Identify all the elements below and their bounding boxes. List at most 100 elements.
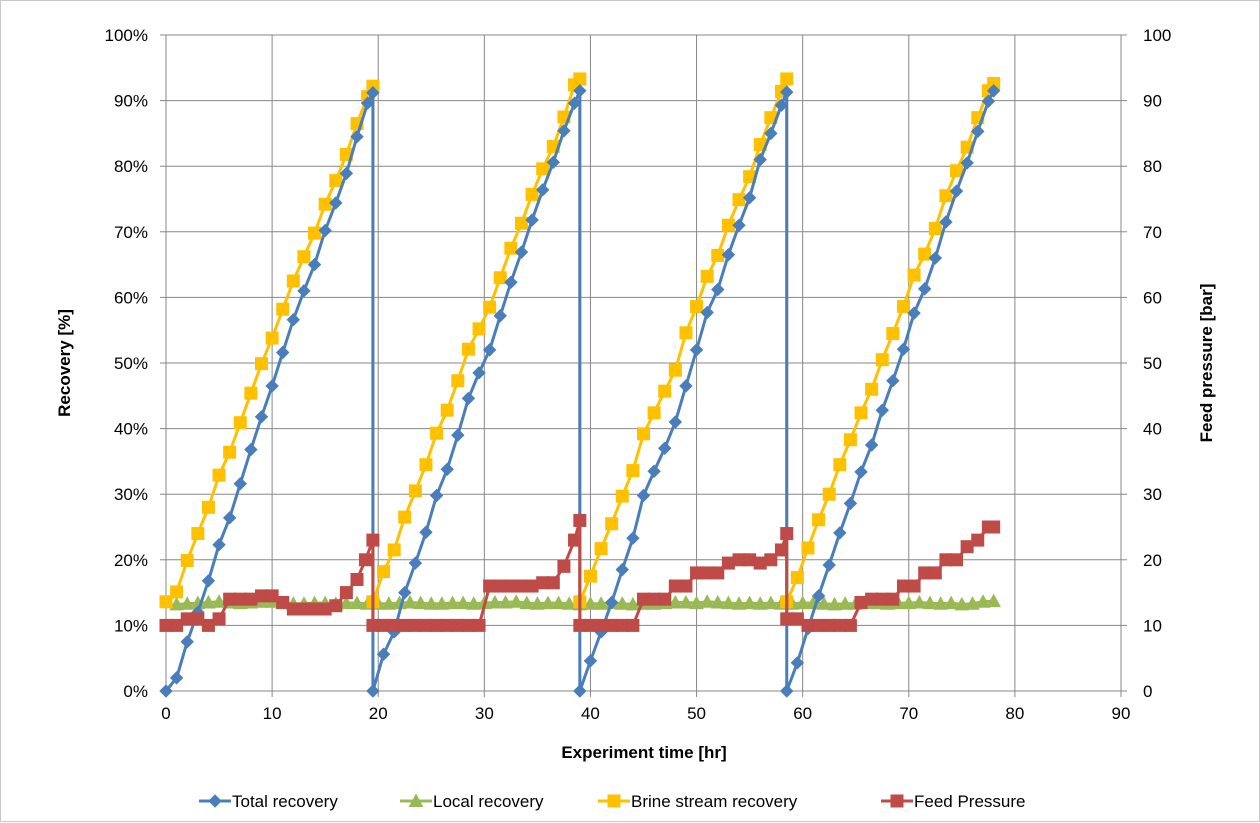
brine-stream-recovery-point xyxy=(801,541,815,555)
feed-pressure-point xyxy=(329,599,343,613)
brine-stream-recovery-point xyxy=(822,487,836,501)
legend-item-total-recovery: Total recovery xyxy=(199,792,338,811)
local-recovery-point xyxy=(561,596,577,610)
total-recovery-point xyxy=(546,155,561,169)
brine-stream-recovery-point xyxy=(907,268,921,282)
brine-stream-recovery-point xyxy=(690,300,704,314)
total-recovery-point xyxy=(265,379,279,393)
total-recovery-point xyxy=(376,647,391,661)
local-recovery-point xyxy=(763,595,779,610)
y2-tick-label: 60 xyxy=(1143,288,1162,307)
brine-stream-recovery-point xyxy=(780,72,794,86)
total-recovery-point xyxy=(159,684,173,698)
local-recovery-point xyxy=(381,596,397,610)
brine-stream-recovery-point xyxy=(223,445,237,459)
total-recovery-point xyxy=(514,245,529,259)
brine-stream-recovery-point xyxy=(170,585,184,599)
feed-pressure-point xyxy=(212,612,226,626)
local-recovery-point xyxy=(986,593,1002,608)
local-recovery-point xyxy=(752,596,768,610)
local-recovery-point xyxy=(445,595,460,610)
feed-pressure-point xyxy=(366,533,380,547)
y2-tick-label: 50 xyxy=(1143,354,1162,373)
total-recovery-point xyxy=(297,284,311,298)
local-recovery-point xyxy=(614,596,630,610)
total-recovery-point xyxy=(440,462,454,476)
total-recovery-point xyxy=(986,84,1001,98)
brine-stream-recovery-point xyxy=(886,326,900,340)
brine-stream-recovery-point xyxy=(679,326,693,340)
brine-stream-recovery-point xyxy=(790,571,804,585)
total-recovery-point xyxy=(222,511,237,525)
brine-stream-recovery-point xyxy=(419,458,433,472)
y-tick-label: 50% xyxy=(114,354,148,373)
local-recovery-point xyxy=(434,596,450,610)
legend-label: Brine stream recovery xyxy=(631,792,798,811)
y2-tick-label: 80 xyxy=(1143,157,1162,176)
total-recovery-point xyxy=(854,465,868,479)
total-recovery-point xyxy=(939,215,953,229)
legend-label: Feed Pressure xyxy=(914,792,1026,811)
y2-axis-title: Feed pressure [bar] xyxy=(1197,284,1216,443)
total-recovery-point xyxy=(711,282,725,297)
total-recovery-point xyxy=(833,526,847,540)
feed-pressure-point xyxy=(201,618,215,632)
y-tick-labels: 0% 10% 20% 30% 40% 50% 60% 70% 80% 90% 100% xyxy=(105,26,148,701)
total-recovery-point xyxy=(700,305,714,320)
local-recovery-point xyxy=(901,595,917,610)
local-recovery-point xyxy=(943,595,959,610)
total-recovery-point xyxy=(583,654,598,668)
total-recovery-point xyxy=(604,595,619,610)
feed-pressure-point xyxy=(764,553,778,567)
total-recovery-point xyxy=(917,282,932,296)
feed-pressure-point xyxy=(546,576,560,590)
brine-stream-recovery-point xyxy=(896,300,910,314)
brine-stream-recovery-point xyxy=(451,374,465,388)
brine-stream-recovery-point xyxy=(483,300,497,314)
brine-stream-recovery-point xyxy=(928,222,942,236)
brine-stream-recovery-point xyxy=(180,553,194,567)
total-recovery-point xyxy=(949,184,964,198)
local-recovery-point xyxy=(179,596,195,610)
local-recovery-point xyxy=(742,595,757,610)
x-tick-label: 0 xyxy=(161,704,170,723)
series-total-recovery xyxy=(159,84,1001,698)
total-recovery-point xyxy=(472,366,486,380)
legend-marker xyxy=(607,794,621,808)
total-recovery-point xyxy=(626,531,640,545)
brine-stream-recovery-point xyxy=(493,271,507,285)
brine-stream-recovery-point xyxy=(440,403,454,417)
brine-stream-recovery-point xyxy=(668,363,682,377)
feed-pressure-point xyxy=(573,513,587,527)
y2-tick-label: 70 xyxy=(1143,223,1162,242)
total-recovery-point xyxy=(535,183,550,197)
brine-stream-recovery-point xyxy=(329,174,343,188)
brine-stream-recovery-point xyxy=(950,164,964,178)
brine-stream-recovery-point xyxy=(658,384,672,398)
total-recovery-point xyxy=(907,306,921,320)
local-recovery-point xyxy=(413,595,429,610)
brine-stream-recovery-point xyxy=(201,500,215,514)
y2-tick-labels: 0 10 20 30 40 50 60 70 80 90 100 xyxy=(1143,26,1171,701)
local-recovery-point xyxy=(211,594,227,608)
legend: Total recovery Local recovery Brine stream… xyxy=(199,792,1026,811)
total-recovery-point xyxy=(307,257,322,272)
y-tick-label: 20% xyxy=(114,551,148,570)
local-recovery-point xyxy=(625,596,641,611)
local-recovery-point xyxy=(530,596,545,610)
total-recovery-point xyxy=(525,213,539,227)
local-recovery-point xyxy=(349,595,365,610)
feed-pressure-point xyxy=(191,612,205,626)
feed-pressure-point xyxy=(790,612,804,626)
total-recovery-point xyxy=(971,124,985,139)
local-recovery-point xyxy=(498,594,513,609)
brine-stream-recovery-point xyxy=(514,216,528,230)
local-recovery-point xyxy=(169,596,184,611)
local-recovery-point xyxy=(721,595,736,610)
local-recovery-point xyxy=(508,594,524,608)
feed-pressure-point xyxy=(358,553,372,567)
brine-stream-recovery-point xyxy=(939,189,953,203)
total-recovery-point xyxy=(573,684,587,698)
local-recovery-point xyxy=(540,595,556,610)
